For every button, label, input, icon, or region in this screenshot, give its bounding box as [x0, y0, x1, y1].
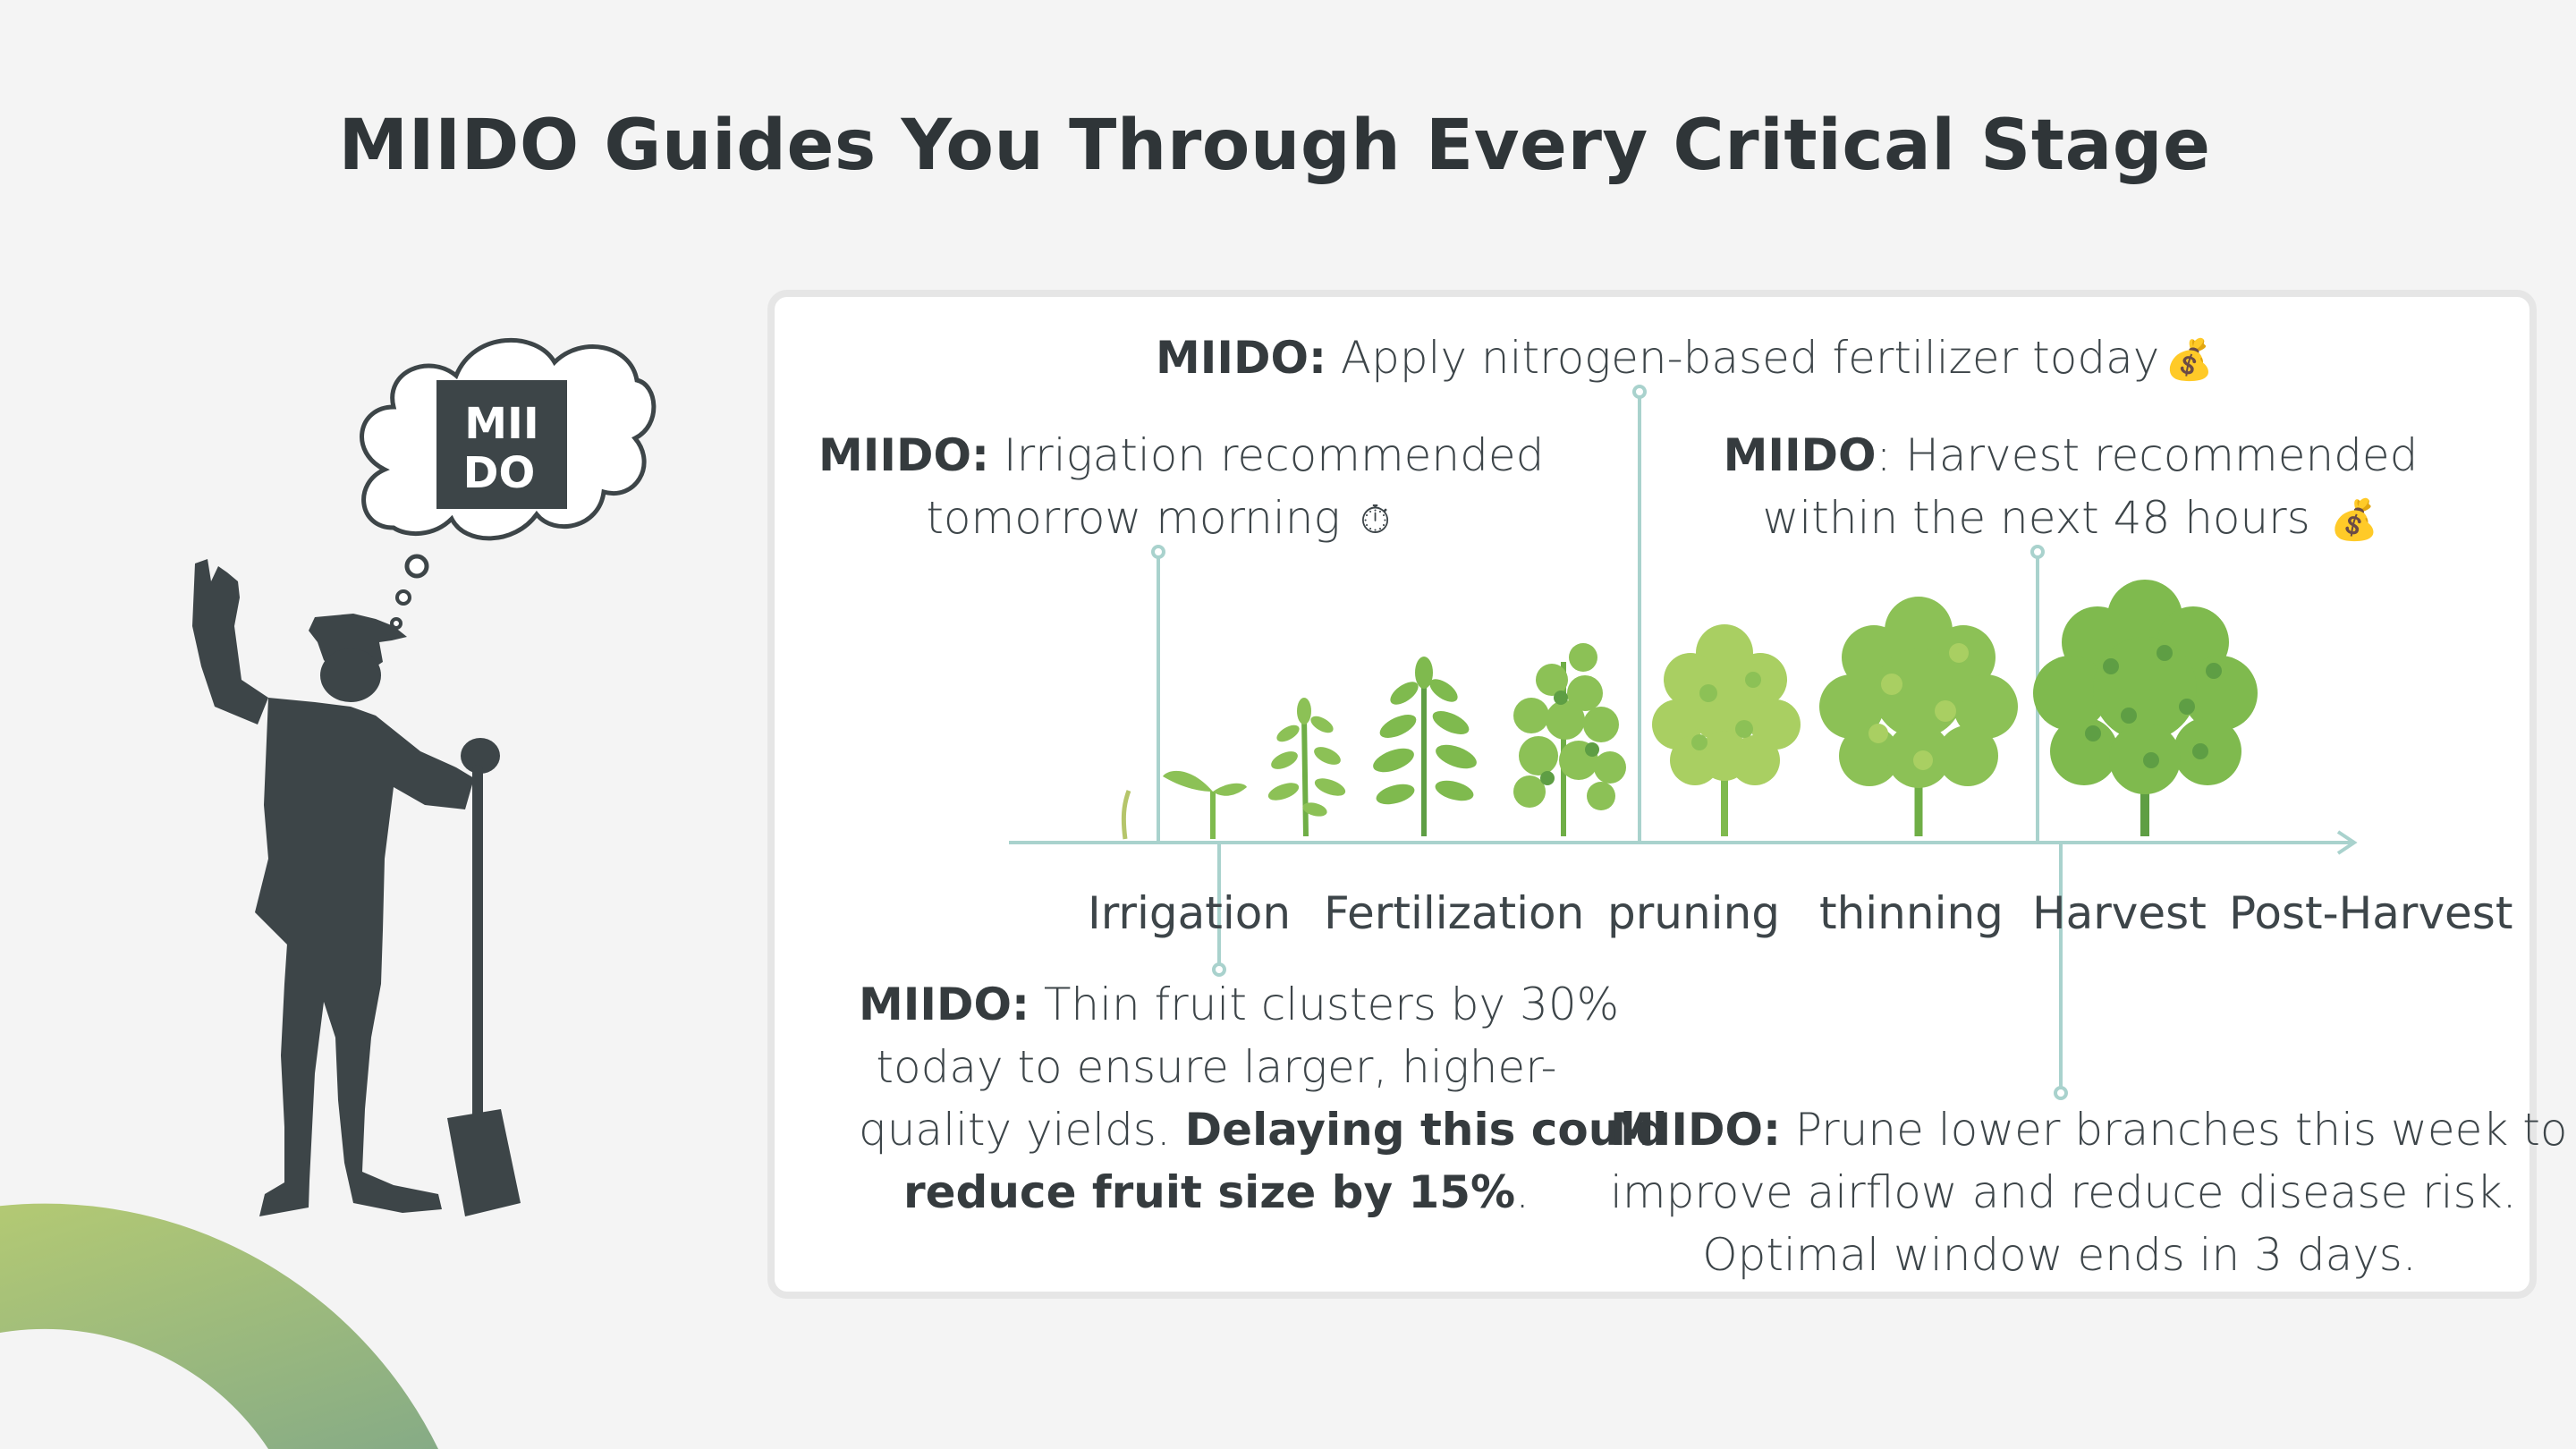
advice-text-line1: Irrigation recommended: [1003, 429, 1545, 481]
advice-text-line2: tomorrow morning: [926, 492, 1341, 544]
plant-flowering-icon: [1652, 624, 1801, 836]
logo-line2: DO: [463, 448, 536, 498]
stage-label-harvest: Harvest: [2032, 887, 2207, 939]
stage-label-post-harvest: Post-Harvest: [2229, 887, 2513, 939]
plant-sprout-icon: [1121, 790, 1131, 840]
brand-label: MIIDO:: [859, 979, 1030, 1030]
stage-label-thinning: thinning: [1819, 887, 2004, 939]
advice-text: Apply nitrogen-based fertilizer today: [1340, 332, 2160, 384]
pruning-advice: MIIDO: Prune lower branches this week to…: [1610, 1104, 2568, 1281]
advice-text-line1: : Harvest recommended: [1876, 429, 2419, 481]
money-bag-icon: 💰: [2165, 337, 2215, 383]
miido-logo: MII DO: [436, 380, 567, 509]
plant-seedling-icon: [1163, 770, 1247, 839]
harvest-advice: MIIDO: Harvest recommended within the ne…: [1713, 424, 2428, 552]
plant-bushy-icon: [1513, 643, 1626, 836]
plant-mature-icon: [2033, 580, 2258, 836]
thinning-advice: MIIDO: Thin fruit clusters by 30% today …: [859, 979, 1668, 1218]
plant-young-icon: [1267, 698, 1346, 837]
brand-label: MIIDO:: [1156, 332, 1326, 384]
growth-stages-card: [767, 290, 2537, 1299]
advice-text-line2: within the next 48 hours: [1762, 492, 2310, 544]
irrigation-advice: MIIDO: Irrigation recommended tomorrow m…: [818, 424, 1544, 552]
brand-label: MIIDO:: [818, 429, 989, 481]
money-bag-icon: 💰: [2329, 497, 2379, 543]
farmer-silhouette: MII DO: [192, 337, 657, 1216]
fertilizer-advice: MIIDO: Apply nitrogen-based fertilizer t…: [1156, 326, 2214, 392]
brand-label: MIIDO:: [1610, 1104, 1781, 1156]
stopwatch-icon: ⏱: [1360, 497, 1391, 543]
stage-label-irrigation: Irrigation: [1088, 887, 1292, 939]
plant-fruiting-icon: [1819, 597, 2018, 836]
page-title: MIIDO Guides You Through Every Critical …: [338, 106, 2211, 186]
logo-line1: MII: [464, 399, 538, 449]
plant-growing-icon: [1373, 657, 1477, 836]
stage-label-fertilization: Fertilization: [1324, 887, 1585, 939]
brand-label: MIIDO: [1723, 429, 1877, 481]
stage-label-pruning: pruning: [1607, 887, 1780, 939]
